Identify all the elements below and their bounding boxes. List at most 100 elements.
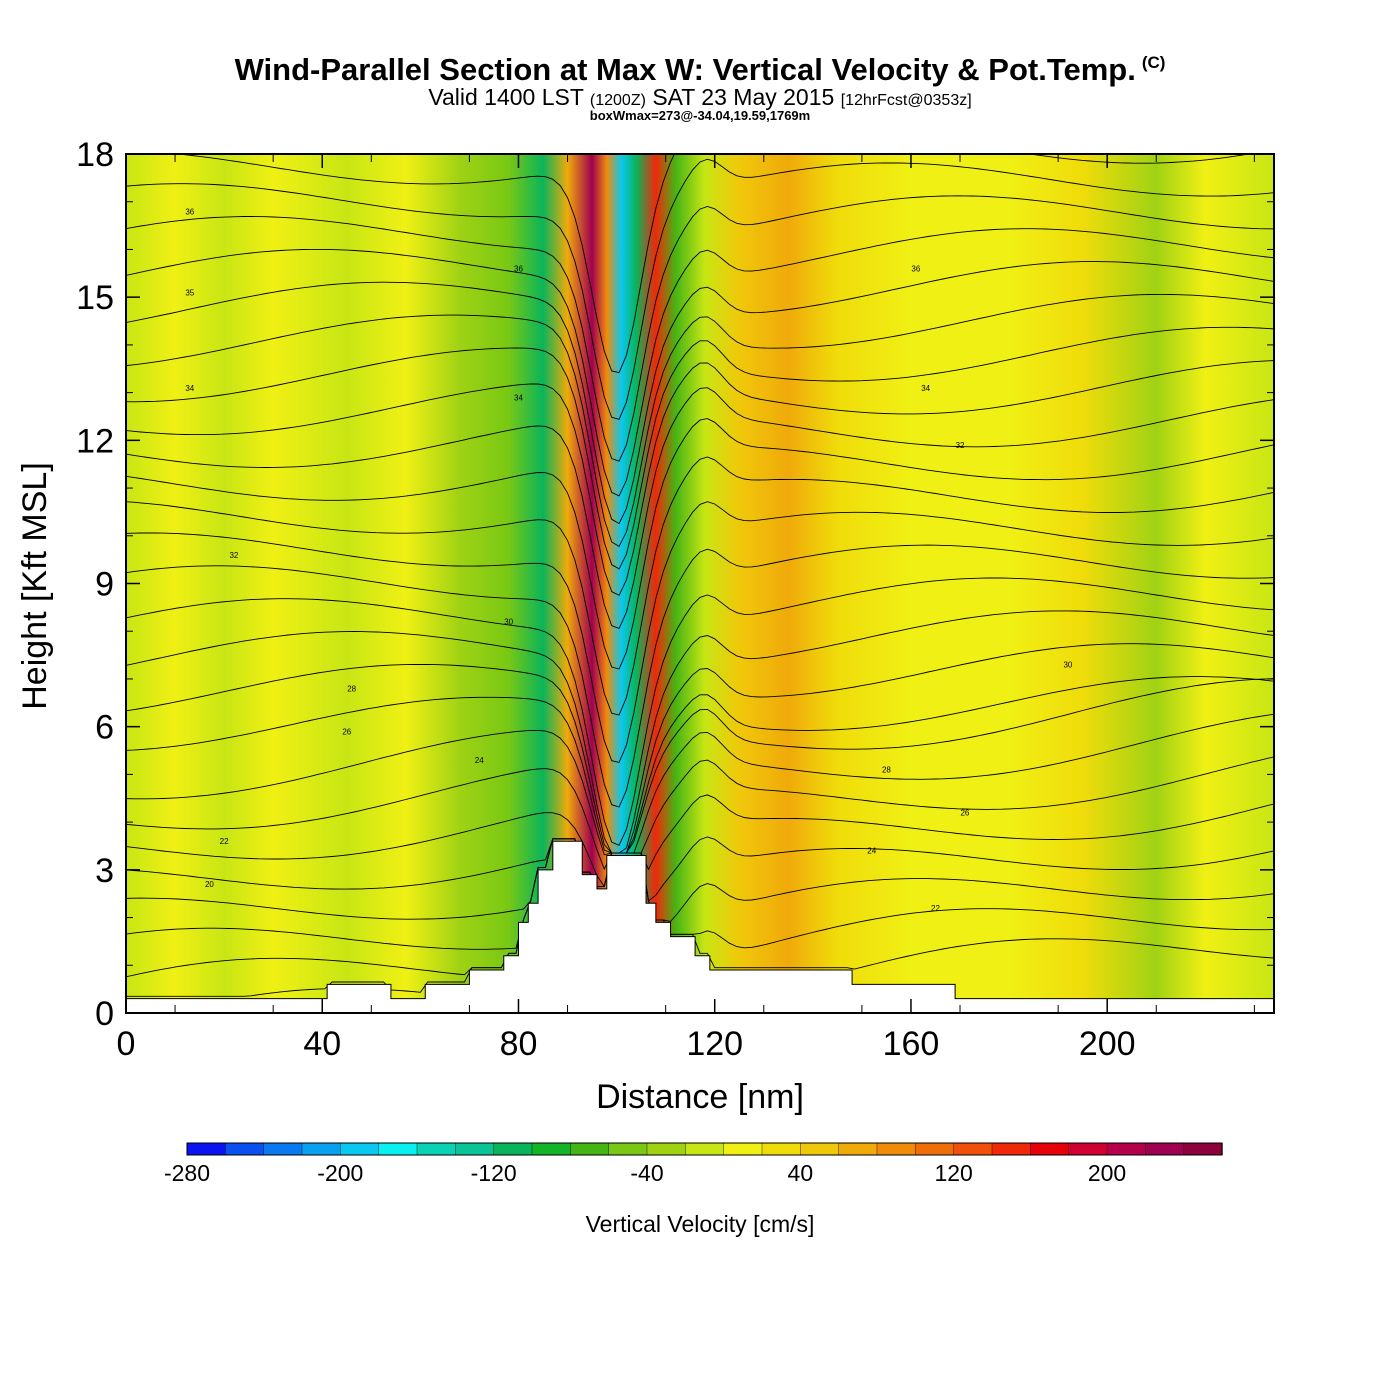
isentrope-line	[126, 544, 1274, 808]
x-tick-label: 120	[686, 1025, 743, 1063]
isentrope-label: 28	[882, 766, 891, 775]
isentrope-label: 24	[475, 756, 484, 765]
colorbar-swatch	[953, 1142, 993, 1156]
isentrope-label: 28	[347, 684, 356, 693]
isentrope-label: 26	[960, 809, 969, 818]
isentrope-label: 36	[185, 207, 194, 216]
colorbar-swatch	[1183, 1142, 1223, 1156]
colorbar-swatch	[723, 1142, 763, 1156]
y-tick-label: 6	[95, 709, 114, 747]
isentrope-line	[126, 756, 1274, 888]
colorbar-swatch	[800, 1142, 840, 1156]
y-tick-label: 3	[95, 852, 114, 890]
colorbar-tick-label: -120	[471, 1160, 517, 1186]
colorbar-swatch	[531, 1142, 572, 1156]
isentrope-label: 30	[1063, 661, 1072, 670]
y-tick-label: 0	[95, 995, 114, 1033]
colorbar-tick-label: -280	[164, 1160, 210, 1186]
isentrope-line	[126, 418, 1274, 670]
chart-title: Wind-Parallel Section at Max W: Vertical…	[0, 52, 1400, 88]
isentrope-label: 22	[220, 837, 229, 846]
x-tick-label: 80	[500, 1025, 538, 1063]
isentrope-line	[126, 228, 1274, 497]
subtitle-date: SAT 23 May 2015	[652, 84, 835, 110]
isentrope-label: 20	[205, 880, 214, 889]
subtitle-valid: Valid 1400 LST	[428, 84, 584, 110]
colorbar-swatch	[876, 1142, 917, 1156]
colorbar-swatch	[991, 1142, 1032, 1156]
velocity-shading	[126, 154, 1274, 1013]
isentrope-label: 24	[867, 847, 876, 856]
colorbar-label: Vertical Velocity [cm/s]	[586, 1211, 815, 1237]
isentrope-line	[126, 610, 1274, 854]
isentrope-line	[126, 838, 1274, 978]
isentrope-line	[126, 678, 1274, 856]
x-axis-label: Distance [nm]	[596, 1078, 804, 1116]
y-axis-label: Height [Kft MSL]	[16, 462, 54, 710]
isentrope-label: 36	[911, 265, 920, 274]
colorbar-swatch	[263, 1142, 303, 1156]
colorbar-swatch	[608, 1142, 648, 1156]
colorbar-swatch	[416, 1142, 457, 1156]
isentrope-line	[126, 387, 1274, 629]
colorbar-tick-label: 200	[1088, 1160, 1126, 1186]
colorbar-swatch	[761, 1142, 802, 1156]
colorbar-swatch	[455, 1142, 495, 1156]
isentrope-line	[126, 676, 1274, 854]
isentrope-label: 34	[185, 384, 194, 393]
y-tick-label: 15	[76, 279, 114, 317]
isentrope-label: 34	[921, 384, 930, 393]
colorbar-swatch	[1106, 1142, 1147, 1156]
isentrope-line	[126, 456, 1274, 716]
colorbar-swatch	[301, 1142, 342, 1156]
colorbar-swatch	[225, 1142, 265, 1156]
isentrope-line	[126, 293, 1274, 548]
isentrope-line	[172, 154, 1252, 374]
x-tick-label: 160	[883, 1025, 940, 1063]
chart-title-text: Wind-Parallel Section at Max W: Vertical…	[234, 52, 1136, 87]
x-tick-label: 200	[1079, 1025, 1136, 1063]
colorbar-tick-label: 120	[934, 1160, 972, 1186]
colorbar-swatch	[493, 1142, 533, 1156]
isentrope-label: 32	[229, 551, 238, 560]
velocity-field: 20 22 24 26 28 30 32 34 35 36 36 34 36 34 32 30 28 26 24 22	[126, 154, 1274, 1013]
isentrope-line	[126, 838, 1274, 997]
chart-subtitle: Valid 1400 LST (1200Z) SAT 23 May 2015 […	[0, 84, 1400, 111]
isentrope-line	[126, 261, 1274, 525]
isentrope-line	[126, 577, 1274, 846]
colorbar-tick-label: -40	[630, 1160, 663, 1186]
isentrope-lines	[126, 154, 1274, 997]
subtitle-forecast: [12hrFcst@0353z]	[840, 92, 972, 109]
colorbar: -280 -200 -120 -40 40 120 200	[164, 1142, 1223, 1186]
isentrope-label: 22	[931, 904, 940, 913]
y-tick-label: 18	[76, 136, 114, 174]
copyright-mark: (C)	[1141, 53, 1166, 72]
isentrope-label: 32	[956, 441, 965, 450]
colorbar-swatch	[378, 1142, 418, 1156]
isentrope-label: 36	[514, 265, 523, 274]
isentrope-label: 34	[514, 393, 523, 402]
info-line: boxWmax=273@-34.04,19.59,1769m	[589, 108, 811, 123]
isentrope-label: 30	[504, 618, 513, 627]
colorbar-swatch	[915, 1142, 955, 1156]
isentrope-line	[126, 836, 1274, 920]
x-tick-label: 40	[303, 1025, 341, 1063]
colorbar-frame	[186, 1142, 1223, 1156]
isentrope-line	[126, 158, 1274, 420]
colorbar-tick-label: -200	[317, 1160, 363, 1186]
colorbar-tick-label: 40	[788, 1160, 814, 1186]
isentrope-line	[126, 713, 1274, 871]
isentrope-line	[126, 794, 1274, 890]
colorbar-swatch	[646, 1142, 687, 1156]
isentrope-line	[126, 360, 1274, 596]
subtitle-utc: (1200Z)	[589, 92, 646, 109]
colorbar-swatch	[340, 1142, 380, 1156]
colorbar-swatch	[1145, 1142, 1185, 1156]
isentrope-line	[126, 501, 1274, 763]
terrain-mask	[126, 840, 1274, 1013]
isentrope-line	[126, 643, 1274, 854]
colorbar-swatch	[838, 1142, 878, 1156]
colorbar-swatch	[1030, 1142, 1070, 1156]
